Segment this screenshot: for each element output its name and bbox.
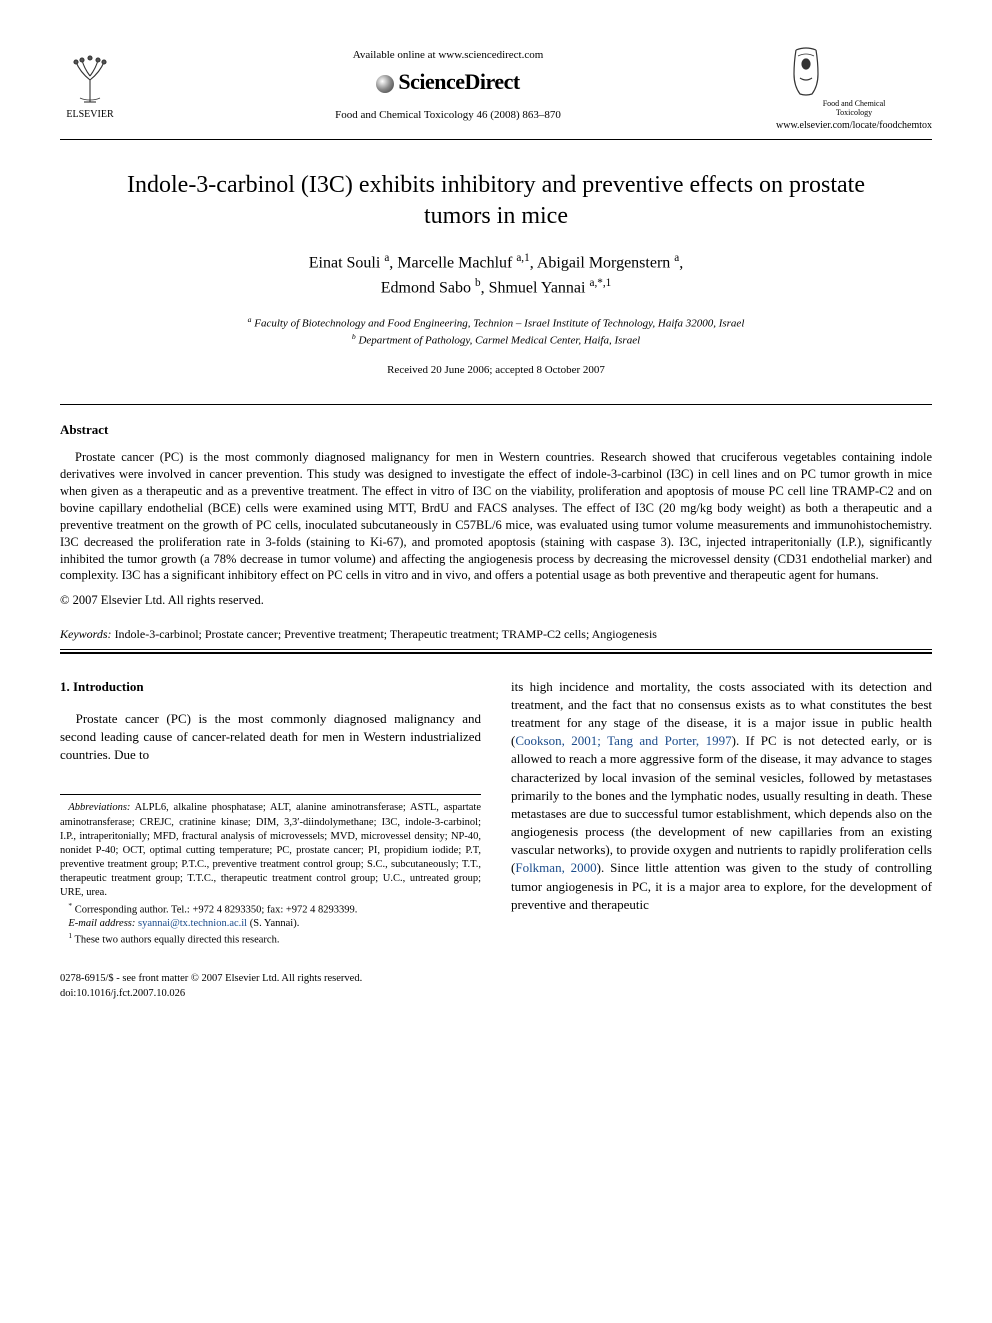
corresponding-email-link[interactable]: syannai@tx.technion.ac.il xyxy=(138,918,247,929)
citation-cookson[interactable]: Cookson, 2001; Tang and Porter, 1997 xyxy=(515,733,731,748)
footnotes-block: Abbreviations: ALPL6, alkaline phosphata… xyxy=(60,794,481,948)
sciencedirect-brand: ScienceDirect xyxy=(120,67,776,98)
corresponding-author-footnote: * Corresponding author. Tel.: +972 4 829… xyxy=(60,901,481,918)
abbrev-text: ALPL6, alkaline phosphatase; ALT, alanin… xyxy=(60,802,481,898)
elsevier-label: ELSEVIER xyxy=(60,108,120,122)
elsevier-logo: ELSEVIER xyxy=(60,48,120,122)
citation-folkman[interactable]: Folkman, 2000 xyxy=(515,860,596,875)
abstract-text: Prostate cancer (PC) is the most commonl… xyxy=(60,450,932,582)
sciencedirect-ball-icon xyxy=(376,75,394,93)
abbrev-label: Abbreviations: xyxy=(68,802,130,813)
equal-contribution-footnote: 1 These two authors equally directed thi… xyxy=(60,931,481,948)
front-matter-line: 0278-6915/$ - see front matter © 2007 El… xyxy=(60,972,481,987)
body-columns: 1. Introduction Prostate cancer (PC) is … xyxy=(60,678,932,1002)
fct-journal-icon xyxy=(776,40,836,100)
fct-label-bottom: Toxicology xyxy=(776,109,932,118)
affiliation-b: Department of Pathology, Carmel Medical … xyxy=(358,334,640,346)
doi-line: doi:10.1016/j.fct.2007.10.026 xyxy=(60,987,481,1002)
page-header: ELSEVIER Available online at www.science… xyxy=(60,40,932,131)
corresponding-text: Corresponding author. Tel.: +972 4 82933… xyxy=(75,904,358,915)
section-1-heading: 1. Introduction xyxy=(60,678,481,696)
email-footnote: E-mail address: syannai@tx.technion.ac.i… xyxy=(60,917,481,931)
rule-above-abstract xyxy=(60,404,932,405)
left-column: 1. Introduction Prostate cancer (PC) is … xyxy=(60,678,481,1002)
rule-below-keywords-2 xyxy=(60,652,932,654)
note1-text: These two authors equally directed this … xyxy=(75,935,280,946)
abbreviations-footnote: Abbreviations: ALPL6, alkaline phosphata… xyxy=(60,801,481,900)
elsevier-tree-icon xyxy=(60,48,120,108)
affiliations: a Faculty of Biotechnology and Food Engi… xyxy=(60,315,932,349)
fct-journal-logo: Food and Chemical Toxicology www.elsevie… xyxy=(776,40,932,131)
right-column: its high incidence and mortality, the co… xyxy=(511,678,932,1002)
email-label: E-mail address: xyxy=(68,918,135,929)
journal-url: www.elsevier.com/locate/foodchemtox xyxy=(776,120,932,131)
email-tail: (S. Yannai). xyxy=(247,918,299,929)
center-header: Available online at www.sciencedirect.co… xyxy=(120,48,776,124)
available-online-text: Available online at www.sciencedirect.co… xyxy=(120,48,776,63)
intro-para-left: Prostate cancer (PC) is the most commonl… xyxy=(60,710,481,765)
abstract-copyright: © 2007 Elsevier Ltd. All rights reserved… xyxy=(60,592,932,610)
keywords-line: Keywords: Indole-3-carbinol; Prostate ca… xyxy=(60,626,932,643)
article-dates: Received 20 June 2006; accepted 8 Octobe… xyxy=(60,363,932,378)
sciencedirect-label: ScienceDirect xyxy=(398,69,519,94)
rule-top xyxy=(60,139,932,140)
keywords-text: Indole-3-carbinol; Prostate cancer; Prev… xyxy=(115,627,657,641)
keywords-label: Keywords: xyxy=(60,627,112,641)
abstract-body: Prostate cancer (PC) is the most commonl… xyxy=(60,449,932,584)
affiliation-a: Faculty of Biotechnology and Food Engine… xyxy=(254,317,744,329)
article-title: Indole-3-carbinol (I3C) exhibits inhibit… xyxy=(100,170,892,232)
abstract-heading: Abstract xyxy=(60,421,932,439)
rule-below-keywords-1 xyxy=(60,649,932,650)
intro-para-right: its high incidence and mortality, the co… xyxy=(511,678,932,914)
journal-reference: Food and Chemical Toxicology 46 (2008) 8… xyxy=(120,108,776,123)
authors-list: Einat Souli a, Marcelle Machluf a,1, Abi… xyxy=(60,250,932,301)
